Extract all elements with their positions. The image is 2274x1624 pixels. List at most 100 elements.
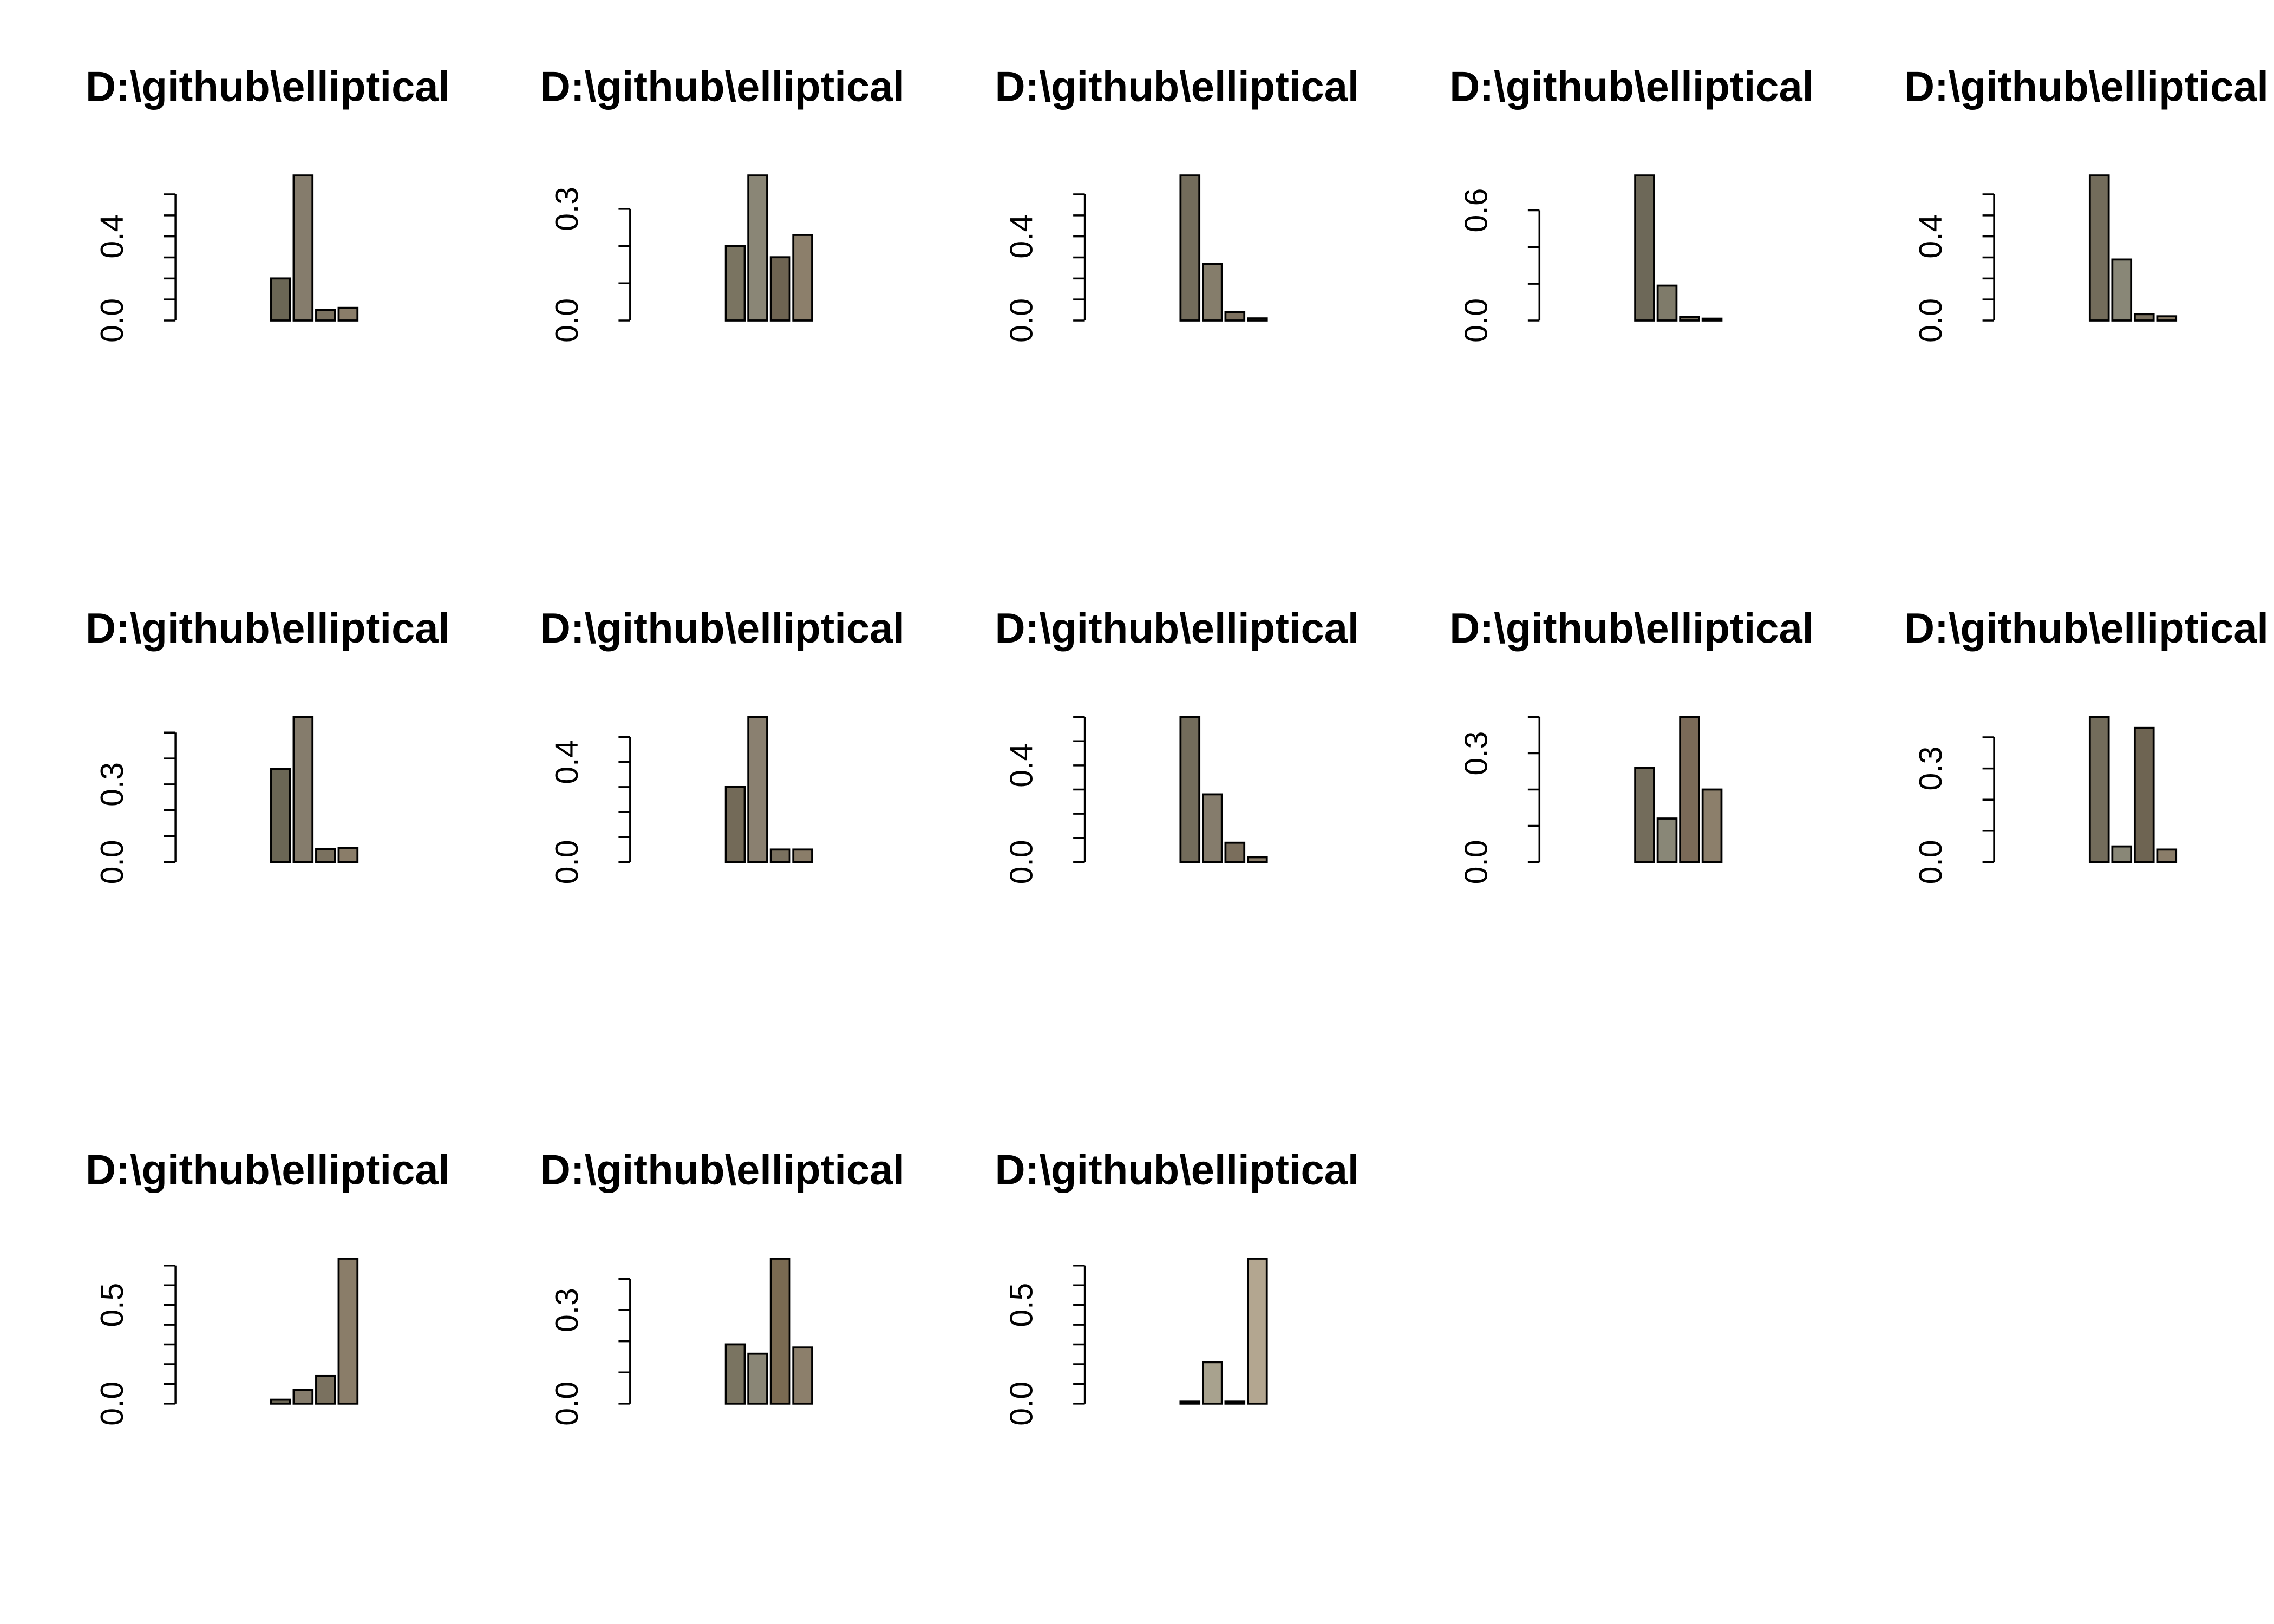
bar <box>1224 311 1246 322</box>
y-tick-label: 0.0 <box>1004 298 1040 343</box>
bar <box>270 277 291 322</box>
chart-panel: D:\github\elliptical 0.0 0.3 <box>540 64 905 343</box>
bar <box>2133 726 2155 863</box>
bar <box>792 1346 813 1405</box>
y-tick-label: 0.3 <box>1459 731 1494 776</box>
y-tick-label: 0.5 <box>1004 1283 1040 1327</box>
bar <box>792 848 813 863</box>
chart-panel: D:\github\elliptical 0.0 0.3 <box>86 605 450 884</box>
bar <box>747 716 768 863</box>
bar <box>292 1389 314 1405</box>
y-tick-label: 0.0 <box>95 298 130 343</box>
y-tick-label: 0.5 <box>95 1283 130 1327</box>
bar <box>270 768 291 863</box>
bar <box>315 848 336 863</box>
bar <box>1224 841 1246 863</box>
y-tick-label: 0.0 <box>95 840 130 884</box>
chart-title: D:\github\elliptical <box>1904 605 2269 652</box>
bar <box>747 174 768 322</box>
bar <box>2088 174 2110 322</box>
y-tick-label: 0.3 <box>95 762 130 807</box>
y-tick-label: 0.6 <box>1459 188 1494 233</box>
chart-title: D:\github\elliptical <box>540 1147 905 1193</box>
chart-title: D:\github\elliptical <box>86 64 450 110</box>
chart-panel: D:\github\elliptical 0.0 0.4 <box>1904 64 2269 343</box>
bar <box>747 1352 768 1405</box>
bar <box>337 306 359 322</box>
chart-panel: D:\github\elliptical 0.0 0.3 <box>1904 605 2269 884</box>
chart-title: D:\github\elliptical <box>86 1147 450 1193</box>
y-tick-label: 0.3 <box>550 187 585 231</box>
y-tick-label: 0.0 <box>1459 298 1494 343</box>
chart-panel: D:\github\elliptical 0.0 0.6 <box>1449 64 1814 343</box>
bar <box>769 1258 791 1405</box>
bar <box>2156 315 2178 322</box>
bar <box>337 847 359 863</box>
bar <box>2111 258 2133 322</box>
chart-title: D:\github\elliptical <box>1449 64 1814 110</box>
bar <box>315 309 336 322</box>
bar <box>1656 817 1678 863</box>
y-tick-label: 0.4 <box>1913 214 1949 259</box>
bar <box>1247 317 1268 322</box>
bar <box>1179 1400 1201 1405</box>
bar <box>2133 313 2155 322</box>
bar <box>1247 1258 1268 1405</box>
chart-panel: D:\github\elliptical 0.0 0.4 <box>995 605 1360 884</box>
chart-title: D:\github\elliptical <box>995 605 1360 652</box>
bar <box>1679 316 1700 322</box>
bar <box>1679 716 1700 863</box>
bar <box>292 174 314 322</box>
chart-title: D:\github\elliptical <box>1904 64 2269 110</box>
bar <box>1202 793 1223 863</box>
chart-title: D:\github\elliptical <box>995 1147 1360 1193</box>
bar <box>315 1374 336 1405</box>
bar <box>1247 856 1268 863</box>
chart-title: D:\github\elliptical <box>540 605 905 652</box>
y-tick-label: 0.0 <box>1004 1381 1040 1426</box>
y-tick-label: 0.4 <box>1004 214 1040 259</box>
bar <box>1224 1400 1246 1405</box>
chart-panel: D:\github\elliptical 0.0 0.4 <box>995 64 1360 343</box>
y-tick-label: 0.0 <box>1913 840 1949 884</box>
bar <box>1634 767 1655 863</box>
y-tick-label: 0.4 <box>95 214 130 259</box>
y-tick-label: 0.0 <box>550 840 585 884</box>
chart-title: D:\github\elliptical <box>1449 605 1814 652</box>
bar <box>1179 174 1201 322</box>
bar <box>792 234 813 322</box>
bar <box>1202 263 1223 322</box>
y-tick-label: 0.0 <box>1459 840 1494 884</box>
bar <box>2156 848 2178 863</box>
y-tick-label: 0.4 <box>550 740 585 784</box>
bar <box>724 1343 746 1405</box>
bar <box>1701 317 1723 322</box>
y-tick-label: 0.0 <box>550 1381 585 1426</box>
bar <box>2111 845 2133 863</box>
bar <box>1701 788 1723 863</box>
chart-panel: D:\github\elliptical 0.0 0.4 <box>540 605 905 884</box>
bar <box>337 1258 359 1405</box>
bar <box>1202 1361 1223 1405</box>
bar <box>1179 716 1201 863</box>
bar <box>270 1398 291 1405</box>
bar <box>292 716 314 863</box>
y-tick-label: 0.0 <box>95 1381 130 1426</box>
bar <box>724 245 746 322</box>
y-tick-label: 0.3 <box>1913 746 1949 791</box>
y-tick-label: 0.0 <box>1913 298 1949 343</box>
bar <box>1656 284 1678 322</box>
chart-title: D:\github\elliptical <box>995 64 1360 110</box>
chart-panel: D:\github\elliptical 0.0 0.3 <box>1449 605 1814 884</box>
chart-panel: D:\github\elliptical 0.0 0.3 <box>540 1147 905 1425</box>
chart-panel: D:\github\elliptical 0.0 0.5 <box>86 1147 450 1425</box>
bar <box>2088 716 2110 863</box>
chart-title: D:\github\elliptical <box>540 64 905 110</box>
chart-panel: D:\github\elliptical 0.0 0.5 <box>995 1147 1360 1425</box>
y-tick-label: 0.4 <box>1004 743 1040 788</box>
bar <box>1634 174 1655 322</box>
chart-panel: D:\github\elliptical 0.0 0.4 <box>86 64 450 343</box>
y-tick-label: 0.0 <box>550 298 585 343</box>
